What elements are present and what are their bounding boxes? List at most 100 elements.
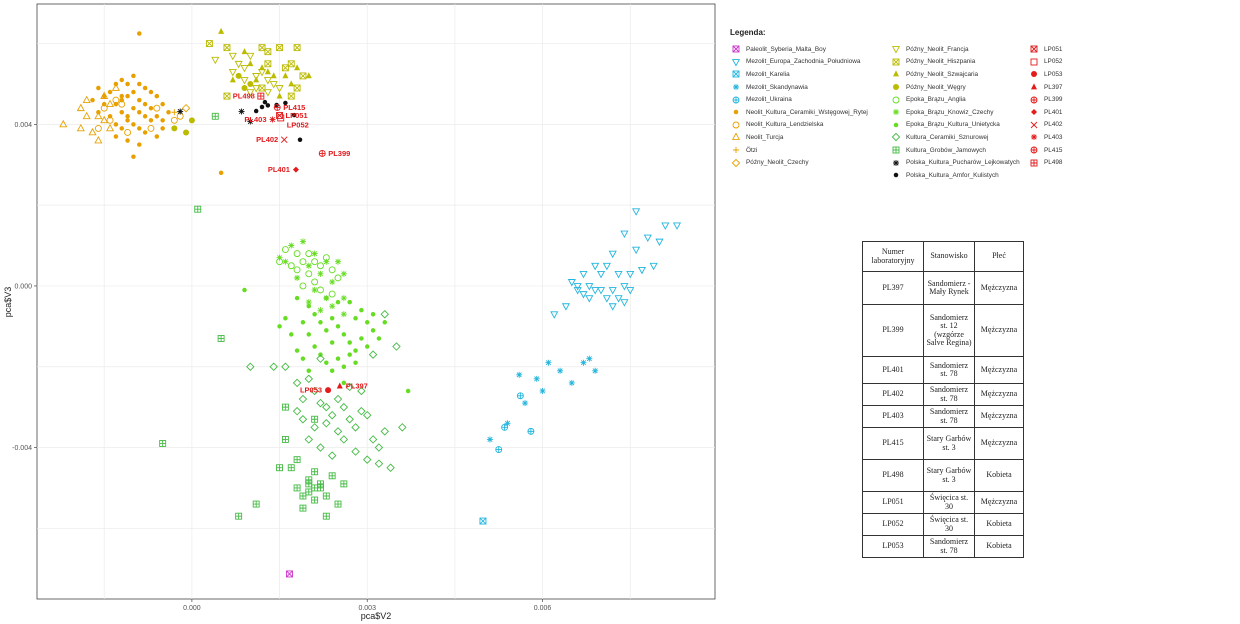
data-point — [374, 459, 384, 468]
data-point — [353, 360, 358, 365]
table-header-row: Numer laboratoryjny Stanowisko Płeć — [862, 241, 1024, 272]
data-point — [591, 287, 600, 295]
data-point — [294, 64, 301, 71]
data-point — [240, 64, 249, 73]
data-point — [142, 101, 148, 107]
table-row: PL399 Sandomierz st. 12 (wzgórze Salve Re… — [862, 304, 1024, 357]
series-pozny_neolit_czechy — [181, 103, 191, 113]
legend-key-icon — [732, 71, 740, 78]
data-point — [335, 258, 342, 265]
series-epoka_brazu_knowiz_czechy — [276, 238, 347, 318]
data-point — [324, 360, 329, 365]
series-kultura_ceramiki_sznurowej — [246, 309, 407, 472]
legend-label: Późny_Neolit_Szwajcaria — [906, 70, 979, 78]
data-point — [325, 387, 332, 394]
data-point — [259, 64, 266, 71]
data-point — [148, 89, 154, 95]
legend-label: LP051 — [1044, 45, 1063, 53]
data-point — [347, 340, 352, 345]
data-point — [585, 283, 594, 291]
data-point — [305, 262, 312, 269]
cell-sex: Kobieta — [974, 459, 1024, 492]
data-point — [306, 368, 312, 374]
data-point — [316, 398, 325, 408]
point-label-pl415: PL415 — [283, 103, 305, 112]
legend-label: PL498 — [1044, 159, 1063, 167]
point-label-pl498: PL498 — [233, 92, 255, 101]
data-point — [94, 135, 103, 144]
cell-sex: Mężczyzna — [974, 427, 1024, 460]
data-point — [300, 320, 306, 325]
data-point — [626, 270, 635, 279]
data-point — [171, 125, 178, 132]
legend-key-icon — [733, 84, 739, 91]
data-point — [596, 287, 606, 295]
data-point — [340, 480, 348, 488]
data-point — [643, 234, 652, 243]
data-point — [327, 451, 337, 460]
legend-key-icon — [1031, 134, 1037, 141]
data-point — [137, 142, 142, 147]
table-row: LP051 Święcica st. 30 Mężczyzna — [862, 491, 1024, 514]
data-point — [324, 328, 329, 333]
data-point — [333, 394, 343, 404]
data-point — [557, 367, 564, 374]
data-point — [323, 258, 330, 265]
data-point — [223, 92, 231, 100]
legend-key-icon — [732, 45, 740, 53]
legend-item: Neolit_Turcja — [730, 131, 868, 144]
data-point — [561, 303, 571, 311]
series-pozny_neolit_hiszpania — [205, 40, 307, 100]
data-point — [304, 435, 314, 444]
legend-key-icon — [1031, 71, 1037, 78]
data-point — [294, 274, 301, 281]
data-point — [142, 85, 148, 91]
data-point — [380, 427, 390, 436]
data-point — [76, 123, 85, 132]
data-point — [100, 91, 109, 99]
legend-label: Mezolit_Karelia — [746, 70, 790, 78]
series-mezolit_europa_zachodnia_poludniowa — [550, 208, 682, 319]
data-point — [311, 484, 319, 492]
data-point — [335, 356, 341, 361]
table-row: PL397 Sandomierz - Mały Rynek Mężczyzna — [862, 271, 1024, 305]
data-point — [318, 150, 326, 157]
legend-item: PL402 — [1028, 119, 1062, 132]
data-point — [573, 287, 582, 295]
data-point — [305, 270, 313, 278]
data-point — [242, 287, 247, 293]
data-point — [311, 258, 319, 266]
legend-key-icon — [733, 110, 739, 115]
data-point — [218, 170, 224, 176]
data-point — [218, 27, 225, 34]
data-point — [241, 85, 248, 92]
data-point — [328, 266, 336, 274]
legend-label: Późny_Neolit_Francja — [906, 45, 969, 53]
data-point — [96, 85, 101, 91]
data-point — [94, 111, 103, 120]
data-point — [334, 274, 342, 282]
data-point — [274, 102, 279, 108]
data-point — [124, 129, 132, 136]
legend-key-icon — [1030, 146, 1038, 154]
data-point — [335, 299, 341, 305]
data-point — [368, 435, 378, 444]
data-point — [299, 238, 306, 245]
legend-item: Paleolit_Syberia_Malta_Boy — [730, 43, 868, 56]
data-point — [276, 44, 284, 52]
series-pl415 — [273, 103, 281, 111]
table-row: PL402 Sandomierz st. 78 Mężczyzna — [862, 383, 1024, 406]
cell-sex: Mężczyzna — [974, 491, 1024, 514]
data-point — [112, 96, 120, 104]
series-kultura_grobow_jamowych — [159, 112, 348, 520]
data-point — [131, 89, 136, 95]
series-pl498 — [257, 92, 265, 100]
data-point — [293, 266, 301, 274]
data-point — [105, 123, 115, 132]
data-point — [328, 472, 336, 480]
legend-item: Polska_Kultura_Amfor_Kulistych — [890, 169, 1020, 182]
data-point — [317, 270, 324, 277]
legend-label: Paleolit_Syberia_Malta_Boy — [746, 45, 826, 53]
